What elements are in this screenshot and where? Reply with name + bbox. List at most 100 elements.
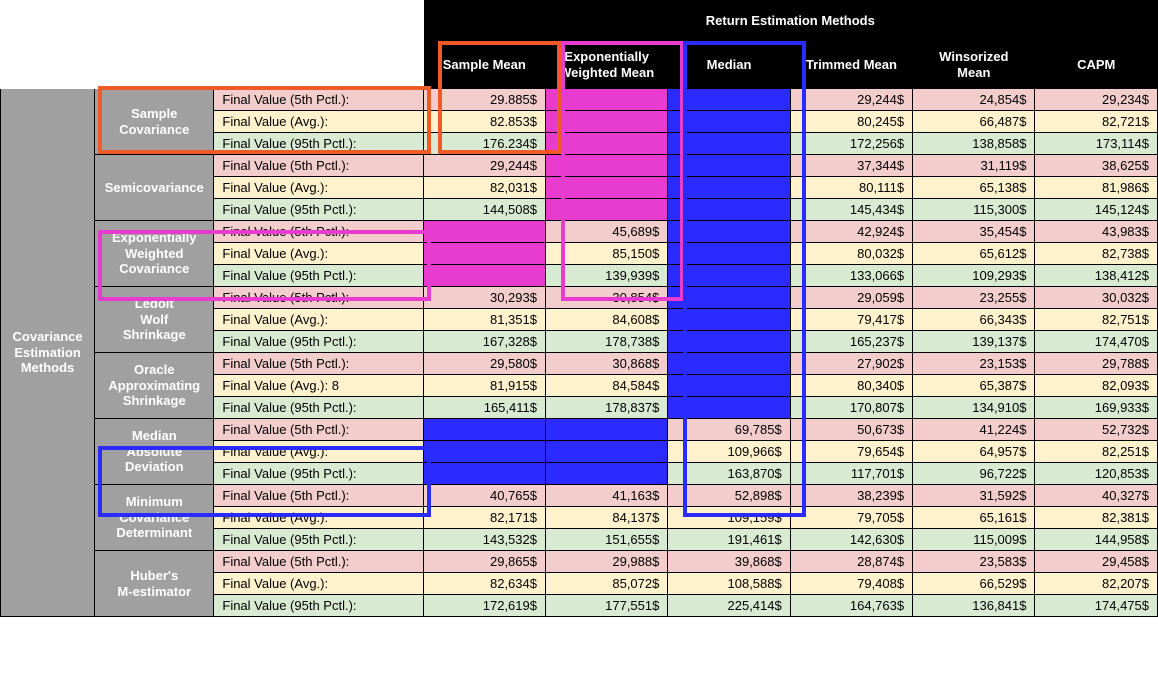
- cell-r0-m2-c1: [545, 133, 667, 155]
- cell-r3-m0-c4: 23,255$: [913, 287, 1035, 309]
- cell-r4-m1-c1: 84,584$: [545, 375, 667, 397]
- cell-r2-m1-c4: 65,612$: [913, 243, 1035, 265]
- cell-r6-m0-c0: 40,765$: [423, 485, 545, 507]
- cell-r7-m0-c1: 29,988$: [545, 551, 667, 573]
- cell-r1-m2-c3: 145,434$: [790, 199, 912, 221]
- cell-r4-m1-c5: 82,093$: [1035, 375, 1158, 397]
- metric-label: Final Value (95th Pctl.):: [214, 529, 423, 551]
- cell-r5-m2-c5: 120,853$: [1035, 463, 1158, 485]
- cell-r6-m0-c3: 38,239$: [790, 485, 912, 507]
- cell-r6-m2-c1: 151,655$: [545, 529, 667, 551]
- cell-r0-m1-c3: 80,245$: [790, 111, 912, 133]
- cell-r1-m0-c2: [668, 155, 790, 177]
- cell-r3-m1-c2: [668, 309, 790, 331]
- cell-r4-m0-c0: 29,580$: [423, 353, 545, 375]
- metric-label: Final Value (Avg.):: [214, 243, 423, 265]
- cell-r5-m2-c1: [545, 463, 667, 485]
- cell-r2-m2-c4: 109,293$: [913, 265, 1035, 287]
- cell-r3-m0-c2: [668, 287, 790, 309]
- cov-method-2: ExponentiallyWeightedCovariance: [95, 221, 214, 287]
- cell-r7-m2-c1: 177,551$: [545, 595, 667, 617]
- cell-r5-m0-c4: 41,224$: [913, 419, 1035, 441]
- cell-r3-m1-c3: 79,417$: [790, 309, 912, 331]
- metric-label: Final Value (Avg.):: [214, 573, 423, 595]
- cell-r0-m0-c4: 24,854$: [913, 89, 1035, 111]
- cell-r2-m0-c2: [668, 221, 790, 243]
- cov-method-0: SampleCovariance: [95, 89, 214, 155]
- cell-r3-m0-c0: 30,293$: [423, 287, 545, 309]
- cell-r3-m2-c1: 178,738$: [545, 331, 667, 353]
- cell-r4-m2-c3: 170,807$: [790, 397, 912, 419]
- cell-r3-m0-c5: 30,032$: [1035, 287, 1158, 309]
- cell-r6-m0-c2: 52,898$: [668, 485, 790, 507]
- cell-r1-m0-c5: 38,625$: [1035, 155, 1158, 177]
- cell-r0-m2-c2: [668, 133, 790, 155]
- cell-r5-m1-c0: [423, 441, 545, 463]
- cell-r1-m2-c1: [545, 199, 667, 221]
- cell-r6-m1-c4: 65,161$: [913, 507, 1035, 529]
- cell-r2-m0-c5: 43,983$: [1035, 221, 1158, 243]
- cov-method-7: Huber'sM-estimator: [95, 551, 214, 617]
- cov-method-3: LedoitWolfShrinkage: [95, 287, 214, 353]
- cell-r7-m0-c3: 28,874$: [790, 551, 912, 573]
- cell-r2-m1-c5: 82,738$: [1035, 243, 1158, 265]
- cell-r1-m2-c2: [668, 199, 790, 221]
- cell-r4-m0-c1: 30,868$: [545, 353, 667, 375]
- cell-r7-m2-c0: 172,619$: [423, 595, 545, 617]
- cell-r1-m0-c0: 29,244$: [423, 155, 545, 177]
- cell-r7-m2-c2: 225,414$: [668, 595, 790, 617]
- cell-r7-m1-c4: 66,529$: [913, 573, 1035, 595]
- cell-r2-m0-c3: 42,924$: [790, 221, 912, 243]
- cell-r2-m1-c1: 85,150$: [545, 243, 667, 265]
- metric-label: Final Value (Avg.):: [214, 111, 423, 133]
- cell-r6-m1-c0: 82,171$: [423, 507, 545, 529]
- cell-r0-m1-c0: 82.853$: [423, 111, 545, 133]
- cov-method-5: MedianAbsoluteDeviation: [95, 419, 214, 485]
- cell-r7-m2-c4: 136,841$: [913, 595, 1035, 617]
- cell-r6-m2-c3: 142,630$: [790, 529, 912, 551]
- top-title: Return Estimation Methods: [423, 1, 1157, 41]
- cell-r3-m1-c4: 66,343$: [913, 309, 1035, 331]
- metric-label: Final Value (5th Pctl.):: [214, 155, 423, 177]
- metric-label: Final Value (95th Pctl.):: [214, 397, 423, 419]
- cell-r1-m1-c4: 65,138$: [913, 177, 1035, 199]
- cell-r1-m0-c3: 37,344$: [790, 155, 912, 177]
- cell-r2-m2-c3: 133,066$: [790, 265, 912, 287]
- cell-r4-m0-c2: [668, 353, 790, 375]
- col-header-2: Median: [668, 41, 790, 89]
- cell-r7-m1-c1: 85,072$: [545, 573, 667, 595]
- cell-r6-m1-c1: 84,137$: [545, 507, 667, 529]
- cell-r7-m2-c3: 164,763$: [790, 595, 912, 617]
- cell-r6-m2-c2: 191,461$: [668, 529, 790, 551]
- cell-r4-m1-c2: [668, 375, 790, 397]
- cell-r3-m2-c4: 139,137$: [913, 331, 1035, 353]
- metric-label: Final Value (Avg.):: [214, 441, 423, 463]
- cell-r2-m2-c2: [668, 265, 790, 287]
- cell-r1-m2-c4: 115,300$: [913, 199, 1035, 221]
- cell-r2-m0-c0: [423, 221, 545, 243]
- cell-r6-m0-c5: 40,327$: [1035, 485, 1158, 507]
- cell-r5-m2-c3: 117,701$: [790, 463, 912, 485]
- cell-r7-m0-c5: 29,458$: [1035, 551, 1158, 573]
- cell-r4-m2-c5: 169,933$: [1035, 397, 1158, 419]
- cov-method-1: Semicovariance: [95, 155, 214, 221]
- cell-r4-m1-c4: 65,387$: [913, 375, 1035, 397]
- cell-r4-m2-c4: 134,910$: [913, 397, 1035, 419]
- cell-r5-m1-c3: 79,654$: [790, 441, 912, 463]
- col-header-5: CAPM: [1035, 41, 1158, 89]
- metric-label: Final Value (95th Pctl.):: [214, 331, 423, 353]
- cell-r0-m2-c0: 176.234$: [423, 133, 545, 155]
- cell-r4-m1-c3: 80,340$: [790, 375, 912, 397]
- cell-r2-m2-c1: 139,939$: [545, 265, 667, 287]
- cell-r2-m1-c3: 80,032$: [790, 243, 912, 265]
- cell-r5-m0-c5: 52,732$: [1035, 419, 1158, 441]
- cell-r3-m2-c5: 174,470$: [1035, 331, 1158, 353]
- metric-label: Final Value (5th Pctl.):: [214, 485, 423, 507]
- cell-r4-m0-c3: 27,902$: [790, 353, 912, 375]
- metric-label: Final Value (Avg.):: [214, 309, 423, 331]
- metric-label: Final Value (95th Pctl.):: [214, 595, 423, 617]
- cell-r2-m2-c0: [423, 265, 545, 287]
- metric-label: Final Value (5th Pctl.):: [214, 419, 423, 441]
- cell-r5-m2-c0: [423, 463, 545, 485]
- metric-label: Final Value (5th Pctl.):: [214, 89, 423, 111]
